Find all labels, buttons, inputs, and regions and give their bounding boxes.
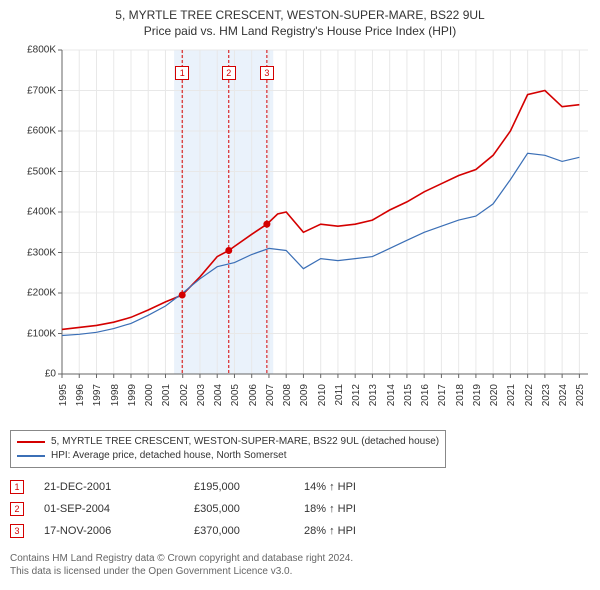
- x-tick-label: 2016: [420, 384, 431, 406]
- event-price: £195,000: [194, 476, 304, 498]
- event-number-box: 1: [175, 66, 189, 80]
- legend-swatch: [17, 455, 45, 457]
- chart-container: 5, MYRTLE TREE CRESCENT, WESTON-SUPER-MA…: [0, 0, 600, 586]
- event-row: 3 17-NOV-2006£370,00028% ↑ HPI: [10, 520, 590, 542]
- event-pct: 14% ↑ HPI: [304, 476, 414, 498]
- footnote-line: This data is licensed under the Open Gov…: [10, 565, 590, 578]
- x-tick-label: 2007: [265, 384, 276, 406]
- y-tick-label: £100K: [27, 328, 56, 339]
- legend-item: 5, MYRTLE TREE CRESCENT, WESTON-SUPER-MA…: [17, 435, 439, 449]
- x-tick-label: 2023: [541, 384, 552, 406]
- x-tick-label: 2021: [506, 384, 517, 406]
- y-tick-label: £500K: [27, 166, 56, 177]
- event-row: 1 21-DEC-2001£195,00014% ↑ HPI: [10, 476, 590, 498]
- x-tick-label: 2022: [524, 384, 535, 406]
- event-date: 17-NOV-2006: [44, 520, 194, 542]
- x-tick-label: 2000: [144, 384, 155, 406]
- chart-subtitle: Price paid vs. HM Land Registry's House …: [10, 24, 590, 38]
- event-price: £370,000: [194, 520, 304, 542]
- x-tick-label: 2004: [213, 384, 224, 406]
- x-tick-label: 1999: [127, 384, 138, 406]
- event-pct: 28% ↑ HPI: [304, 520, 414, 542]
- legend: 5, MYRTLE TREE CRESCENT, WESTON-SUPER-MA…: [10, 430, 446, 468]
- x-tick-label: 1998: [110, 384, 121, 406]
- legend-swatch: [17, 441, 45, 443]
- y-tick-label: £700K: [27, 85, 56, 96]
- x-tick-label: 2002: [179, 384, 190, 406]
- x-tick-label: 2006: [248, 384, 259, 406]
- footnote-line: Contains HM Land Registry data © Crown c…: [10, 552, 590, 565]
- event-number-box: 3: [260, 66, 274, 80]
- x-tick-label: 2005: [230, 384, 241, 406]
- x-tick-label: 2008: [282, 384, 293, 406]
- events-table: 1 21-DEC-2001£195,00014% ↑ HPI 2 01-SEP-200…: [10, 476, 590, 542]
- x-tick-label: 2025: [575, 384, 586, 406]
- legend-label: 5, MYRTLE TREE CRESCENT, WESTON-SUPER-MA…: [51, 435, 439, 449]
- x-tick-label: 2018: [455, 384, 466, 406]
- y-tick-label: £600K: [27, 126, 56, 137]
- x-tick-label: 2011: [334, 384, 345, 406]
- legend-item: HPI: Average price, detached house, Nort…: [17, 449, 439, 463]
- x-tick-label: 2024: [558, 384, 569, 406]
- chart-title: 5, MYRTLE TREE CRESCENT, WESTON-SUPER-MA…: [10, 8, 590, 22]
- event-index-box: 2: [10, 502, 24, 516]
- y-tick-label: £800K: [27, 45, 56, 56]
- x-tick-label: 1997: [92, 384, 103, 406]
- event-price: £305,000: [194, 498, 304, 520]
- x-tick-label: 2013: [368, 384, 379, 406]
- y-tick-label: £200K: [27, 288, 56, 299]
- x-tick-label: 2020: [489, 384, 500, 406]
- event-date: 01-SEP-2004: [44, 498, 194, 520]
- x-tick-label: 2010: [317, 384, 328, 406]
- event-row: 2 01-SEP-2004£305,00018% ↑ HPI: [10, 498, 590, 520]
- event-index-box: 3: [10, 524, 24, 538]
- x-tick-label: 1995: [58, 384, 69, 406]
- legend-label: HPI: Average price, detached house, Nort…: [51, 449, 287, 463]
- chart-svg: [10, 44, 590, 424]
- x-tick-label: 2015: [403, 384, 414, 406]
- event-index-box: 1: [10, 480, 24, 494]
- event-date: 21-DEC-2001: [44, 476, 194, 498]
- y-tick-label: £400K: [27, 207, 56, 218]
- footnote: Contains HM Land Registry data © Crown c…: [10, 552, 590, 578]
- x-tick-label: 2009: [299, 384, 310, 406]
- x-tick-label: 2014: [386, 384, 397, 406]
- x-tick-label: 1996: [75, 384, 86, 406]
- x-tick-label: 2019: [472, 384, 483, 406]
- y-tick-label: £0: [45, 369, 56, 380]
- x-tick-label: 2003: [196, 384, 207, 406]
- y-tick-label: £300K: [27, 247, 56, 258]
- x-tick-label: 2012: [351, 384, 362, 406]
- event-pct: 18% ↑ HPI: [304, 498, 414, 520]
- x-tick-label: 2017: [437, 384, 448, 406]
- x-tick-label: 2001: [161, 384, 172, 406]
- event-number-box: 2: [222, 66, 236, 80]
- chart-area: £0 £100K £200K £300K £400K £500K £600K £700K £80…: [10, 44, 590, 424]
